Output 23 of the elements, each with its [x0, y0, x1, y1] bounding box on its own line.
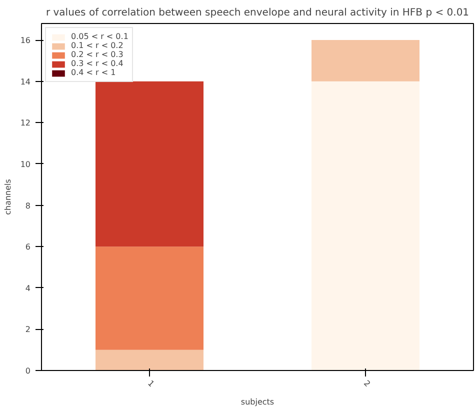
x-tick-label: 1: [146, 378, 156, 389]
y-tick-label: 8: [25, 201, 31, 210]
bar: [96, 350, 204, 370]
bar: [312, 40, 420, 82]
legend-label: 0.1 < r < 0.2: [71, 41, 124, 50]
legend-label: 0.3 < r < 0.4: [71, 59, 124, 68]
bar: [96, 246, 204, 350]
legend-label: 0.05 < r < 0.1: [71, 32, 128, 41]
y-tick-label: 0: [25, 366, 31, 376]
y-tick-label: 6: [25, 242, 31, 252]
y-axis-title: channels: [3, 179, 12, 215]
y-tick-label: 16: [20, 36, 31, 46]
chart-title: r values of correlation between speech envelope and neural activity in HFB p < 0.01: [46, 8, 470, 18]
y-tick-label: 2: [25, 325, 31, 334]
y-tick-label: 10: [20, 160, 31, 169]
legend-label: 0.2 < r < 0.3: [71, 50, 124, 59]
y-tick-label: 14: [20, 77, 31, 86]
bar: [312, 81, 420, 370]
legend-label: 0.4 < r < 1: [71, 68, 116, 77]
bar: [96, 81, 204, 247]
x-axis-title: subjects: [240, 397, 274, 406]
y-tick-label: 4: [25, 284, 31, 293]
y-tick-label: 12: [20, 118, 31, 128]
